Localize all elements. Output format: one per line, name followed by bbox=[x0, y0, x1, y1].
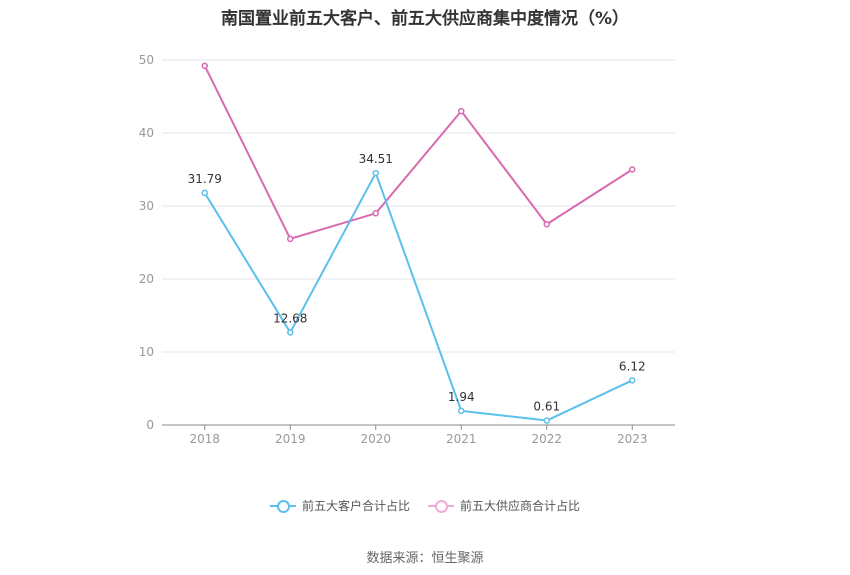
data-label-customers: 0.61 bbox=[533, 400, 560, 414]
y-tick-label: 0 bbox=[146, 418, 154, 432]
y-tick-label: 10 bbox=[139, 345, 154, 359]
legend-item-customers[interactable]: 前五大客户合计占比 bbox=[269, 497, 410, 514]
legend-label-suppliers: 前五大供应商合计占比 bbox=[460, 499, 581, 513]
data-point-suppliers bbox=[287, 235, 294, 243]
legend-label-customers: 前五大客户合计占比 bbox=[301, 499, 410, 513]
x-tick-label: 2020 bbox=[360, 432, 391, 446]
x-tick-label: 2019 bbox=[275, 432, 306, 446]
series-line-customers bbox=[203, 172, 633, 422]
data-point-customers bbox=[629, 377, 636, 384]
data-point-suppliers bbox=[629, 166, 636, 173]
data-label-customers: 6.12 bbox=[619, 359, 646, 373]
x-tick-label: 2023 bbox=[617, 432, 648, 446]
legend-marker-suppliers bbox=[428, 499, 454, 513]
y-tick-label: 50 bbox=[139, 53, 154, 67]
data-point-customers bbox=[287, 329, 294, 336]
data-label-customers: 31.79 bbox=[188, 172, 222, 186]
legend-item-suppliers[interactable]: 前五大供应商合计占比 bbox=[428, 497, 580, 514]
x-tick-label: 2022 bbox=[531, 432, 562, 446]
legend-marker-customers bbox=[269, 499, 296, 513]
data-label-customers: 1.94 bbox=[448, 390, 475, 404]
data-point-customers bbox=[458, 407, 465, 415]
data-label-customers: 34.51 bbox=[359, 152, 393, 166]
data-label-customers: 12.68 bbox=[273, 311, 307, 325]
y-tick-label: 40 bbox=[139, 126, 154, 140]
data-source-note: 数据来源：恒生聚源 bbox=[366, 551, 484, 566]
chart-title: 南国置业前五大客户、前五大供应商集中度情况（%） bbox=[220, 9, 630, 29]
data-point-suppliers bbox=[543, 221, 550, 228]
data-point-customers bbox=[201, 189, 208, 197]
data-point-suppliers bbox=[372, 210, 379, 217]
chart-legend: 前五大客户合计占比 前五大供应商合计占比 bbox=[0, 497, 850, 514]
y-tick-label: 20 bbox=[139, 272, 154, 286]
series-line-suppliers bbox=[203, 65, 633, 240]
y-tick-label: 30 bbox=[139, 199, 154, 213]
data-point-customers bbox=[372, 169, 379, 177]
x-tick-label: 2021 bbox=[446, 432, 477, 446]
data-point-customers bbox=[543, 417, 550, 424]
data-point-suppliers bbox=[201, 62, 208, 70]
x-tick-label: 2018 bbox=[189, 432, 220, 446]
data-point-suppliers bbox=[458, 107, 465, 115]
